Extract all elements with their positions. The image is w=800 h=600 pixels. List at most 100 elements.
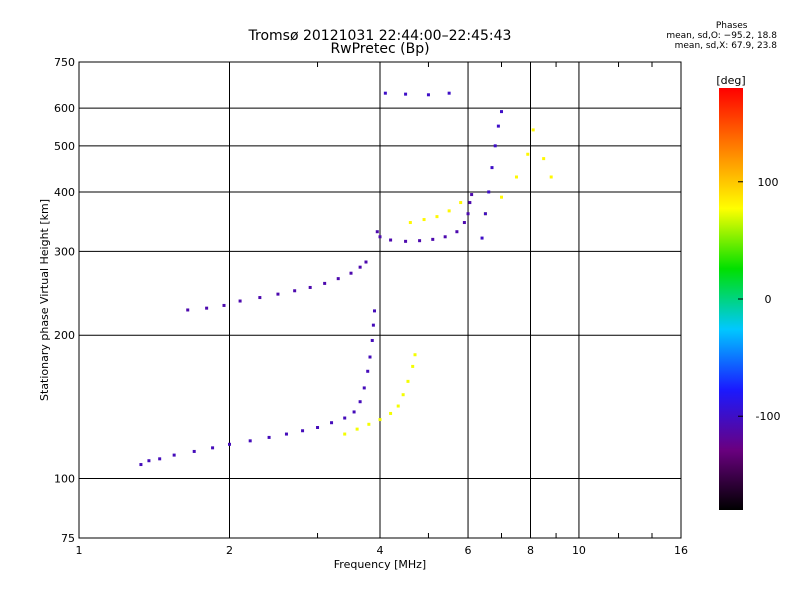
x-axis-label: Frequency [MHz] <box>334 558 426 571</box>
data-point <box>293 289 297 293</box>
data-point <box>480 236 484 240</box>
grid <box>79 62 681 538</box>
data-point <box>490 166 494 170</box>
data-point <box>455 230 459 234</box>
data-point <box>531 128 535 132</box>
data-point <box>139 463 143 467</box>
data-point <box>343 432 347 436</box>
data-point <box>466 212 470 216</box>
stats-line-x: mean, sd,X: 67.9, 23.8 <box>674 41 777 51</box>
data-point <box>422 218 426 222</box>
data-point <box>211 446 215 450</box>
data-point <box>276 292 280 296</box>
colorbar-label: [deg] <box>716 74 745 87</box>
x-tick-label: 1 <box>76 544 83 557</box>
data-point <box>330 421 334 425</box>
data-point <box>435 215 439 219</box>
x-tick-label: 4 <box>377 544 384 557</box>
chart-title: Tromsø 20121031 22:44:00–22:45:43 <box>248 28 512 44</box>
data-point <box>496 124 500 128</box>
x-tick-label: 6 <box>465 544 472 557</box>
plot-frame <box>78 61 682 539</box>
data-point <box>411 364 415 368</box>
data-point <box>222 303 226 307</box>
y-tick-label: 400 <box>54 186 75 199</box>
data-point <box>447 209 451 213</box>
x-tick-label: 8 <box>527 544 534 557</box>
data-point <box>389 238 393 242</box>
data-point <box>378 235 382 239</box>
data-point <box>401 393 405 397</box>
data-point <box>192 449 196 453</box>
data-point <box>349 271 353 275</box>
data-point <box>526 152 530 156</box>
data-point <box>358 400 362 404</box>
series-upper-F <box>186 260 368 312</box>
data-point <box>238 299 242 303</box>
data-point <box>267 435 271 439</box>
colorbar: [deg] -100 0 100 <box>716 74 780 510</box>
data-point <box>443 235 447 239</box>
data-point <box>373 309 377 313</box>
y-tick-label: 75 <box>61 532 75 545</box>
y-tick-label: 200 <box>54 329 75 342</box>
y-tick-label: 750 <box>54 56 75 69</box>
data-point <box>468 201 472 205</box>
data-point <box>383 91 387 95</box>
data-point <box>413 353 417 357</box>
data-point <box>493 144 497 148</box>
data-point <box>323 281 327 285</box>
y-tick-label: 300 <box>54 245 75 258</box>
data-point <box>426 93 430 97</box>
data-points <box>139 91 553 467</box>
phase-stats: Phases mean, sd,O: −95.2, 18.8 mean, sd,… <box>666 21 777 51</box>
x-tick-label: 10 <box>572 544 586 557</box>
data-point <box>172 453 176 457</box>
data-point <box>205 306 209 310</box>
data-point <box>147 459 151 463</box>
data-point <box>487 190 491 194</box>
series-low-F <box>139 309 377 467</box>
y-tick-label: 100 <box>54 473 75 486</box>
data-point <box>459 201 463 205</box>
data-point <box>364 260 368 264</box>
data-point <box>248 439 252 443</box>
data-point <box>355 427 359 431</box>
data-point <box>284 432 288 436</box>
data-point <box>404 92 408 96</box>
x-tick-label: 16 <box>674 544 688 557</box>
data-point <box>470 193 474 197</box>
data-point <box>366 369 370 373</box>
data-point <box>396 404 400 408</box>
data-point <box>158 457 162 461</box>
series-high-F <box>375 193 474 243</box>
stats-line-o: mean, sd,O: −95.2, 18.8 <box>666 31 777 41</box>
colorbar-tick-label: -100 <box>756 410 781 423</box>
data-point <box>336 277 340 281</box>
data-point <box>228 442 231 446</box>
data-point <box>308 285 312 289</box>
data-point <box>406 379 410 383</box>
data-point <box>375 230 379 234</box>
data-point <box>358 265 362 269</box>
data-point <box>258 296 262 300</box>
series-x-mode-high <box>408 128 553 225</box>
stats-header: Phases <box>715 21 748 31</box>
data-point <box>301 429 305 433</box>
data-point <box>408 221 412 225</box>
data-point <box>343 416 347 420</box>
data-point <box>549 175 553 179</box>
colorbar-tick-label: 0 <box>765 293 772 306</box>
data-point <box>431 237 435 241</box>
chart-subtitle: RwPretec (Bp) <box>330 41 430 57</box>
data-point <box>500 195 504 199</box>
series-x-mode-low <box>343 353 417 436</box>
data-point <box>418 239 422 243</box>
y-tick-label: 600 <box>54 102 75 115</box>
data-point <box>368 355 372 359</box>
axis-ticks: 1 2 4 6 8 10 16 75 100 200 300 400 500 600 750 <box>54 56 688 557</box>
y-axis-label: Stationary phase Virtual Height [km] <box>38 199 51 401</box>
data-point <box>378 418 382 422</box>
data-point <box>462 221 466 225</box>
